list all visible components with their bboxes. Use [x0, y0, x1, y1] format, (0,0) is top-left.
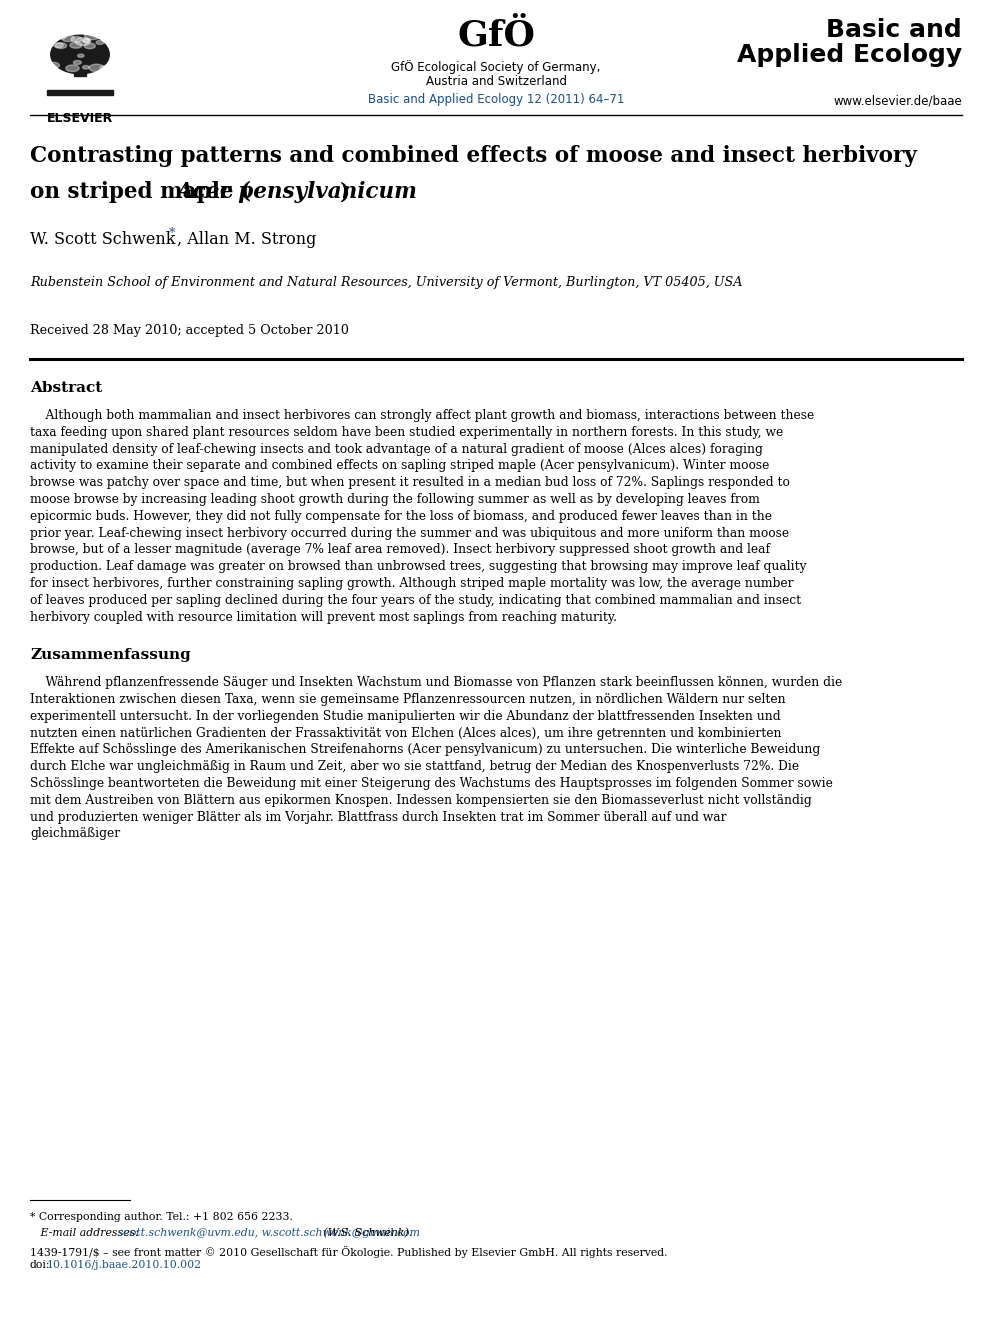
Text: ): ): [339, 181, 350, 202]
Text: on striped maple (: on striped maple (: [30, 181, 251, 204]
Text: *: *: [169, 228, 176, 239]
Ellipse shape: [83, 40, 90, 42]
Ellipse shape: [54, 42, 63, 48]
Ellipse shape: [77, 54, 84, 57]
Text: Basic and Applied Ecology 12 (2011) 64–71: Basic and Applied Ecology 12 (2011) 64–7…: [368, 93, 624, 106]
Ellipse shape: [89, 64, 104, 71]
Ellipse shape: [82, 38, 89, 42]
Text: Abstract: Abstract: [30, 381, 102, 396]
Ellipse shape: [48, 65, 57, 69]
Bar: [47, 90, 113, 95]
Text: , Allan M. Strong: , Allan M. Strong: [177, 232, 316, 247]
Text: ELSEVIER: ELSEVIER: [47, 112, 113, 124]
Ellipse shape: [75, 37, 90, 45]
Bar: [74, 56, 86, 75]
Ellipse shape: [84, 32, 100, 40]
Ellipse shape: [73, 61, 81, 65]
Text: Received 28 May 2010; accepted 5 October 2010: Received 28 May 2010; accepted 5 October…: [30, 324, 349, 337]
Ellipse shape: [62, 36, 74, 41]
Ellipse shape: [84, 44, 95, 49]
Text: Basic and: Basic and: [826, 19, 962, 42]
Text: Während pflanzenfressende Säuger und Insekten Wachstum und Biomasse von Pflanzen: Während pflanzenfressende Säuger und Ins…: [30, 676, 842, 840]
Text: W. Scott Schwenk: W. Scott Schwenk: [30, 232, 176, 247]
Ellipse shape: [82, 66, 89, 69]
Text: www.elsevier.de/baae: www.elsevier.de/baae: [833, 95, 962, 108]
Ellipse shape: [71, 37, 82, 42]
Text: E-mail addresses:: E-mail addresses:: [30, 1228, 142, 1238]
Text: GfÖ Ecological Society of Germany,: GfÖ Ecological Society of Germany,: [391, 60, 601, 74]
Text: (W.S. Schwenk).: (W.S. Schwenk).: [319, 1228, 412, 1238]
Text: Rubenstein School of Environment and Natural Resources, University of Vermont, B: Rubenstein School of Environment and Nat…: [30, 277, 742, 288]
Text: * Corresponding author. Tel.: +1 802 656 2233.: * Corresponding author. Tel.: +1 802 656…: [30, 1212, 293, 1222]
Text: Acer pensylvanicum: Acer pensylvanicum: [177, 181, 418, 202]
Text: Contrasting patterns and combined effects of moose and insect herbivory: Contrasting patterns and combined effect…: [30, 146, 917, 167]
Ellipse shape: [96, 41, 104, 45]
Ellipse shape: [58, 34, 66, 38]
Text: 10.1016/j.baae.2010.10.002: 10.1016/j.baae.2010.10.002: [47, 1259, 202, 1270]
Ellipse shape: [100, 65, 114, 73]
Text: Applied Ecology: Applied Ecology: [737, 44, 962, 67]
Text: Although both mammalian and insect herbivores can strongly affect plant growth a: Although both mammalian and insect herbi…: [30, 409, 814, 623]
Text: Austria and Switzerland: Austria and Switzerland: [426, 75, 566, 89]
Ellipse shape: [65, 65, 79, 71]
Text: scott.schwenk@uvm.edu, w.scott.schwenk@gmail.com: scott.schwenk@uvm.edu, w.scott.schwenk@g…: [118, 1228, 421, 1238]
Ellipse shape: [48, 62, 60, 69]
Text: 1439-1791/$ – see front matter © 2010 Gesellschaft für Ökologie. Published by El: 1439-1791/$ – see front matter © 2010 Ge…: [30, 1246, 668, 1258]
Text: Zusammenfassung: Zusammenfassung: [30, 648, 190, 663]
Text: GfÖ: GfÖ: [457, 19, 535, 52]
Text: doi:: doi:: [30, 1259, 51, 1270]
Ellipse shape: [51, 36, 109, 74]
Ellipse shape: [56, 42, 66, 49]
Ellipse shape: [69, 42, 82, 48]
